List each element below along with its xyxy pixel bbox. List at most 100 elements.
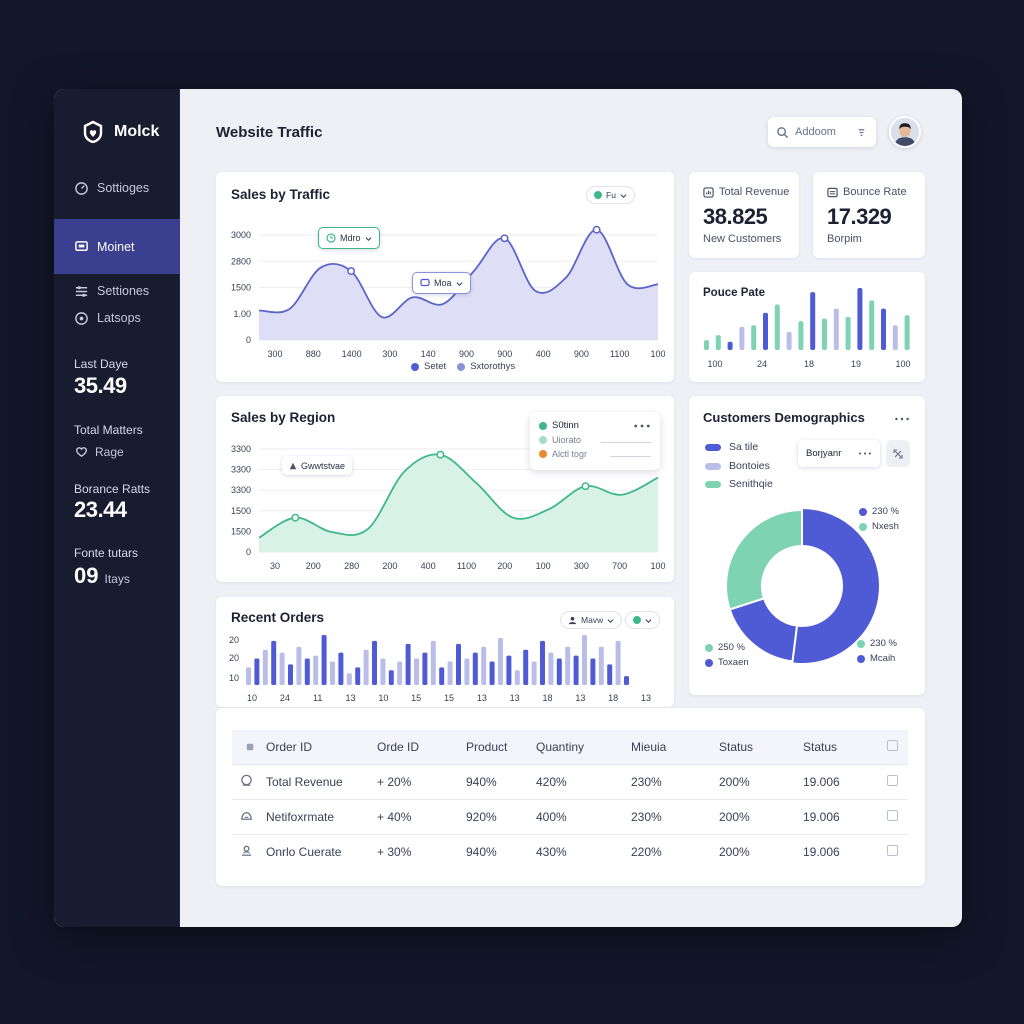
- collapse-icon: [893, 448, 903, 459]
- column-header[interactable]: Product: [466, 739, 508, 754]
- table-row[interactable]: Netifoxrmate + 40% 920% 400% 230% 200% 1…: [232, 798, 908, 834]
- bar: [548, 652, 554, 685]
- bar: [330, 661, 335, 685]
- bar: [430, 640, 436, 685]
- search-icon: [777, 126, 789, 138]
- column-header[interactable]: Order ID: [266, 739, 313, 754]
- bar: [279, 652, 285, 685]
- x-tick-label: 11: [313, 693, 322, 703]
- y-tick-label: 0: [246, 335, 251, 345]
- bar: [904, 315, 910, 350]
- table-cell: 920%: [466, 798, 536, 834]
- dropdown-value: Borjyanr: [806, 448, 842, 459]
- bar: [704, 340, 709, 350]
- sidebar-item-settiones[interactable]: Settiones: [54, 274, 180, 308]
- app-logo[interactable]: Molck: [80, 119, 159, 145]
- x-tick-label: 900: [574, 349, 589, 359]
- bar: [447, 661, 453, 685]
- traffic-callout-moa[interactable]: Moa: [412, 272, 471, 294]
- bar: [892, 325, 898, 350]
- donut-label-text: 230 %: [872, 506, 899, 517]
- traffic-filter-dropdown[interactable]: Fu: [586, 186, 635, 204]
- bar: [355, 667, 361, 685]
- monitor-icon: [75, 241, 88, 251]
- column-header[interactable]: Status: [803, 739, 838, 754]
- column-header[interactable]: Orde ID: [377, 739, 420, 754]
- person-icon: [241, 845, 252, 856]
- demographics-donut-chart: [725, 506, 881, 665]
- donut-label: Mcaih: [857, 653, 895, 664]
- demographics-dropdown[interactable]: Borjyanr: [798, 440, 880, 467]
- collapse-button[interactable]: [886, 440, 910, 467]
- bar: [822, 318, 827, 350]
- row-icon-cell: [232, 798, 266, 834]
- bar: [472, 652, 478, 685]
- sidebar-item-sottioges[interactable]: Sottioges: [54, 171, 180, 205]
- avatar[interactable]: [889, 116, 921, 148]
- stat-label: Total Matters: [74, 423, 143, 437]
- more-icon[interactable]: [894, 416, 910, 422]
- x-tick-label: 700: [612, 561, 627, 571]
- y-tick-label: 3300: [231, 465, 251, 475]
- table-icon: [827, 187, 838, 197]
- bar: [869, 300, 875, 350]
- sidebar-item-moinet[interactable]: Moinet: [54, 219, 180, 274]
- clock-icon: [326, 233, 336, 243]
- sales-region-card: Sales by Region 3300 3300 3300 1500 1500 0 30 2…: [216, 396, 674, 582]
- table-cell: 19.006: [803, 763, 887, 799]
- sidebar-item-latsops[interactable]: Latsops: [54, 301, 180, 335]
- x-tick-label: 15: [444, 693, 454, 703]
- legend-label: Sa tile: [729, 441, 759, 453]
- column-header[interactable]: Status: [719, 739, 754, 754]
- row-checkbox[interactable]: [887, 844, 898, 856]
- table-row[interactable]: Total Revenue + 20% 940% 420% 230% 200% …: [232, 763, 908, 799]
- table-cell: + 30%: [377, 833, 466, 869]
- bar: [739, 326, 745, 350]
- data-point: [592, 225, 601, 234]
- sidebar-item-label: Latsops: [97, 311, 141, 325]
- area-fill: [259, 454, 658, 552]
- filter-icon[interactable]: [855, 126, 868, 139]
- table-cell: 200%: [719, 798, 803, 834]
- row-checkbox[interactable]: [887, 809, 898, 821]
- traffic-area-chart: 3000 2800 1500 1.00 0 300 880 1400 300 140 900 900 4…: [231, 225, 666, 359]
- bar: [372, 640, 377, 685]
- search-input[interactable]: Addoom: [795, 126, 836, 138]
- data-point: [436, 450, 445, 459]
- x-tick-label: 200: [306, 561, 321, 571]
- kpi-label-text: Total Revenue: [719, 186, 790, 198]
- legend-label: Bontoies: [729, 460, 770, 472]
- chevron-down-icon: [456, 281, 463, 286]
- column-header[interactable]: Mieuia: [631, 739, 667, 754]
- table-cell: Onrlo Cuerate: [266, 833, 377, 869]
- stat-value: 23.44: [74, 497, 127, 522]
- x-tick-label: 18: [804, 359, 814, 369]
- orders-status-dropdown[interactable]: [625, 611, 660, 629]
- search-box[interactable]: Addoom: [768, 117, 876, 147]
- stat-sub-text: Itays: [104, 572, 130, 586]
- triangle-icon: [289, 462, 297, 469]
- bar: [763, 312, 768, 350]
- y-tick-label: 3300: [231, 485, 251, 495]
- legend-dot: [705, 643, 713, 652]
- x-tick-label: 900: [497, 349, 512, 359]
- orders-filter-dropdown[interactable]: Mavw: [560, 611, 623, 629]
- table-row[interactable]: Onrlo Cuerate + 30% 940% 430% 220% 200% …: [232, 833, 908, 869]
- traffic-callout-mdro[interactable]: Mdro: [318, 227, 380, 249]
- legend-label: Uiorato: [552, 435, 582, 445]
- x-tick-label: 10: [378, 693, 388, 703]
- bar: [346, 673, 352, 685]
- kpi-sub: Borpim: [827, 233, 862, 245]
- region-callout[interactable]: Gwwtstvae: [282, 456, 353, 475]
- column-header[interactable]: Quantiny: [536, 739, 585, 754]
- more-icon[interactable]: [633, 423, 651, 429]
- table-cell: 400%: [536, 798, 631, 834]
- legend-row: S0tinn: [539, 420, 579, 431]
- x-tick-label: 100: [895, 359, 910, 369]
- select-all-checkbox[interactable]: [887, 739, 898, 751]
- row-checkbox[interactable]: [887, 774, 898, 786]
- status-dot: [633, 616, 641, 624]
- legend-label: Alctl togr: [552, 449, 588, 459]
- bar: [615, 640, 621, 685]
- donut-label-text: 250 %: [718, 642, 745, 653]
